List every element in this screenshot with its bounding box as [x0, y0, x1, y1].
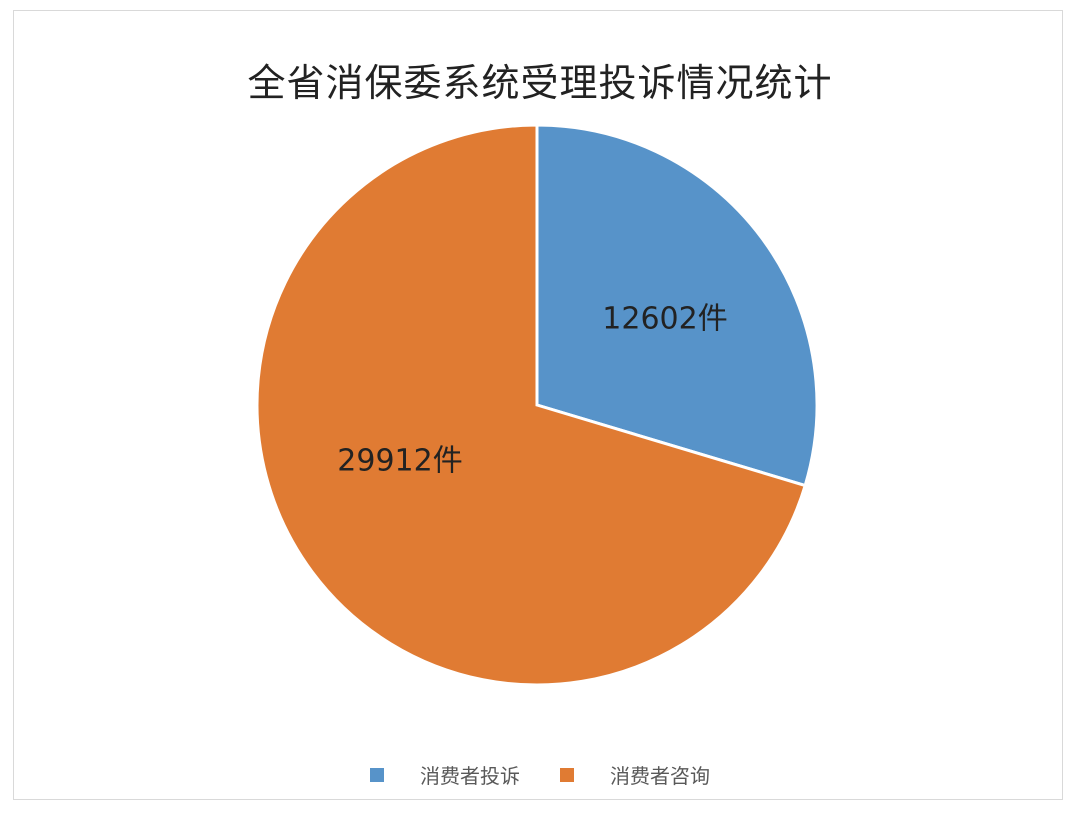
data-label-1: 29912件 — [337, 444, 462, 479]
legend-item-complaint: 消费者投诉 — [370, 760, 520, 789]
legend: 消费者投诉 消费者咨询 — [0, 760, 1080, 789]
pie-slice-1 — [255, 123, 808, 687]
legend-swatch-complaint — [370, 767, 384, 782]
chart-title: 全省消保委系统受理投诉情况统计 — [247, 61, 833, 105]
data-label-0: 12602件 — [602, 302, 727, 337]
legend-label-consultation: 消费者咨询 — [610, 764, 710, 788]
legend-label-complaint: 消费者投诉 — [420, 764, 520, 788]
legend-item-consultation: 消费者咨询 — [560, 760, 710, 789]
legend-swatch-consultation — [560, 767, 574, 782]
pie-slice-0 — [535, 123, 819, 488]
